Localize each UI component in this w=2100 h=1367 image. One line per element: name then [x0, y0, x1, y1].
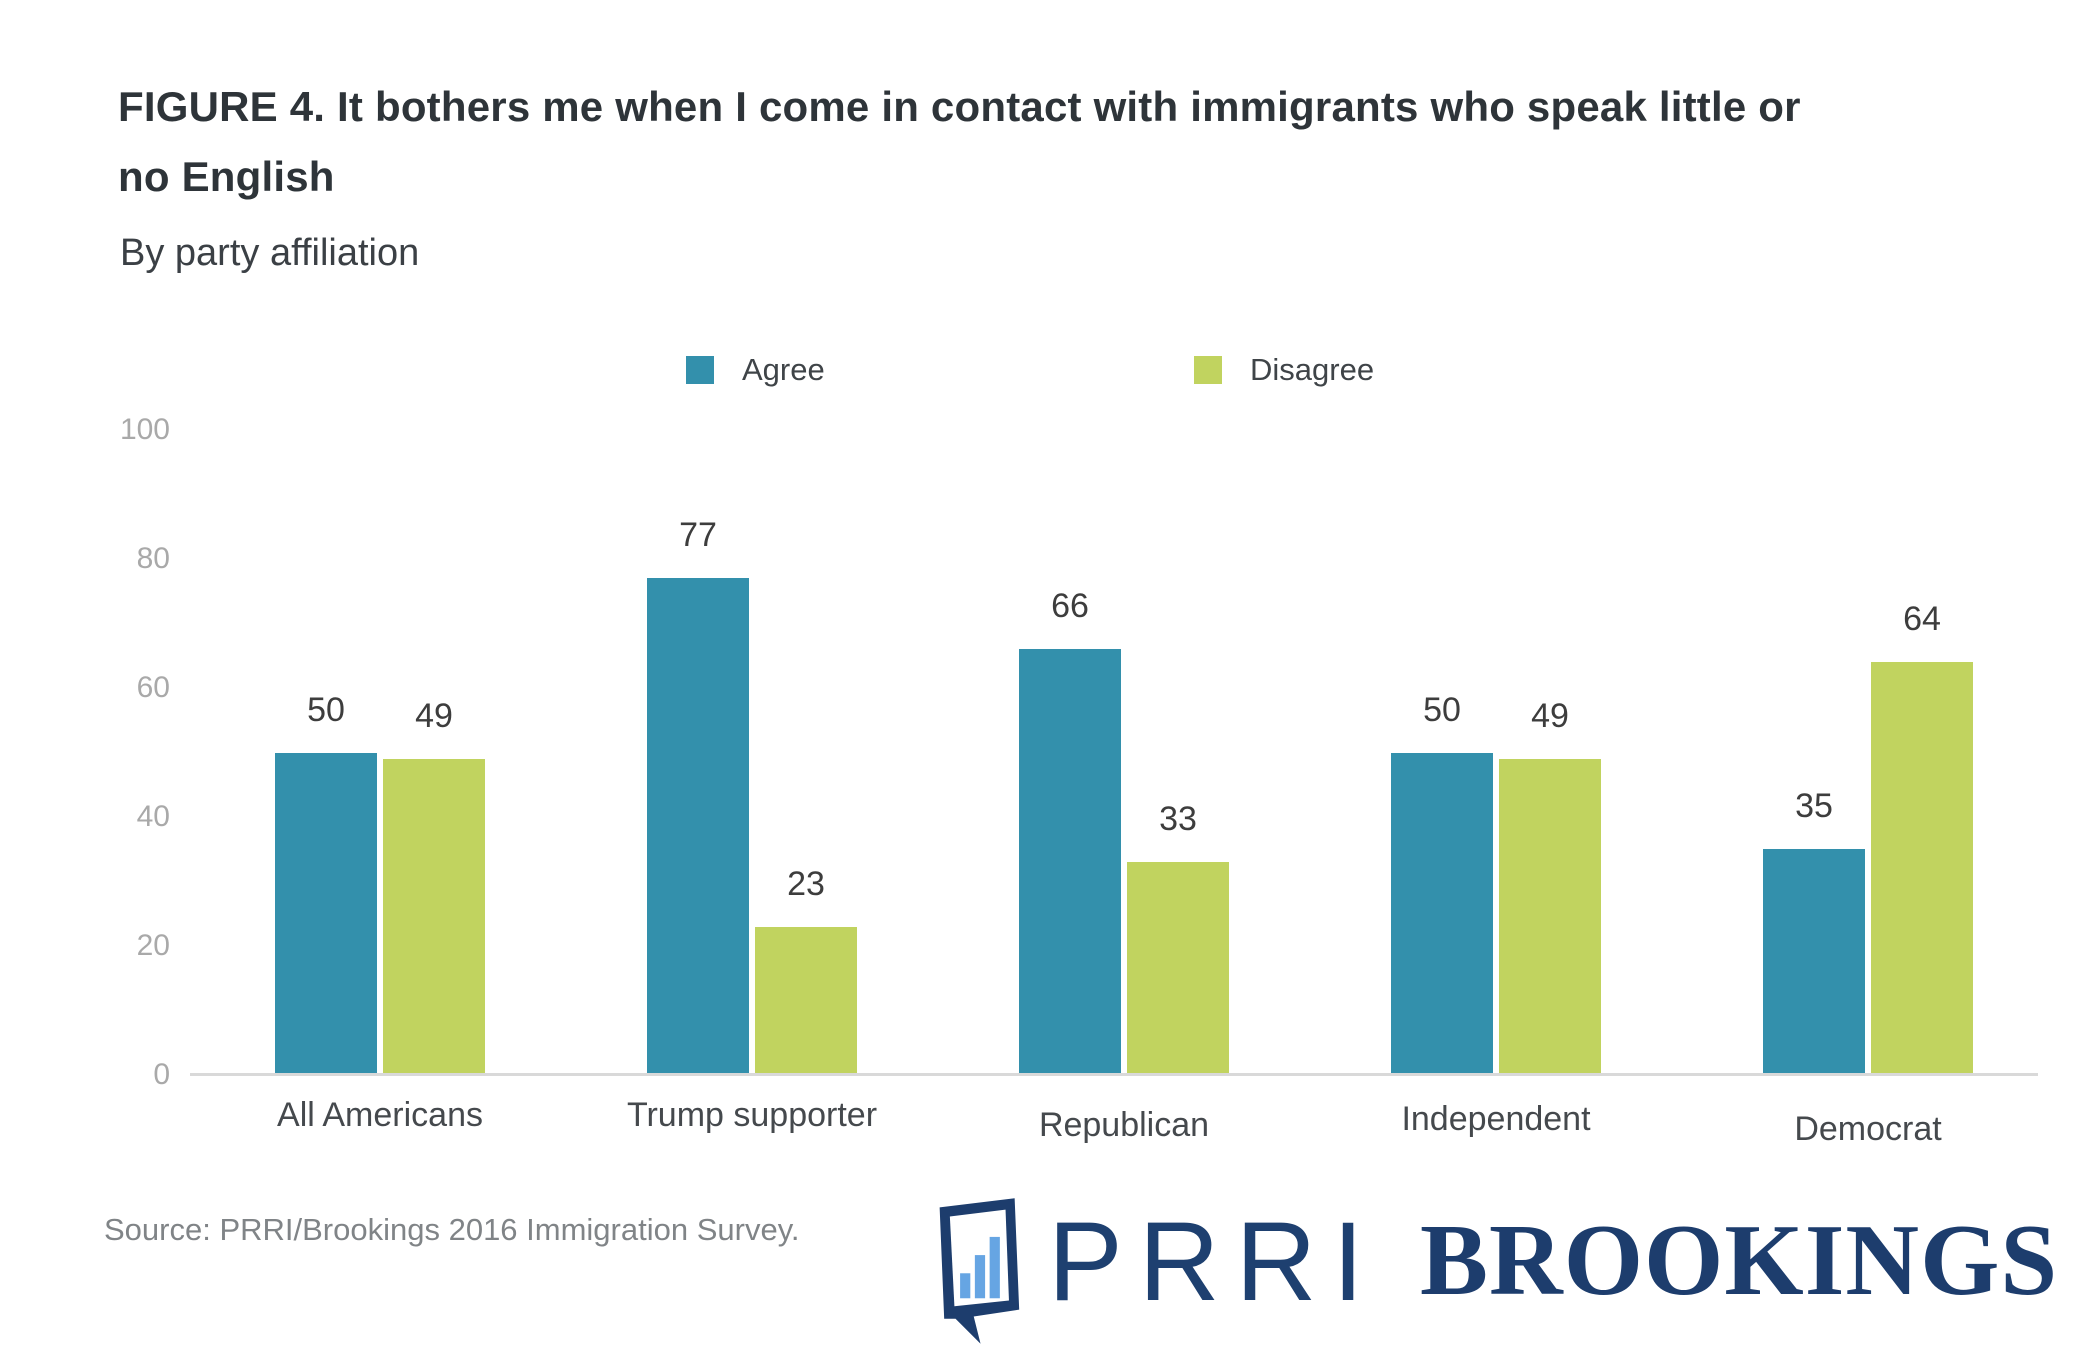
figure-subtitle: By party affiliation — [120, 232, 420, 274]
bar-disagree-democrat — [1871, 662, 1973, 1075]
agree-legend-swatch — [686, 356, 714, 384]
value-label-disagree-independent: 49 — [1531, 696, 1569, 735]
bar-disagree-republican — [1127, 862, 1229, 1075]
legend-item-agree: Agree — [686, 352, 825, 388]
x-axis-label-independent: Independent — [1401, 1100, 1591, 1138]
prri-logo-icon — [939, 1198, 1020, 1344]
bar-agree-democrat — [1763, 849, 1865, 1075]
x-axis-label-all-americans: All Americans — [277, 1096, 483, 1134]
value-label-disagree-republican: 33 — [1159, 800, 1197, 839]
value-label-agree-independent: 50 — [1423, 690, 1461, 729]
x-axis-label-republican: Republican — [1038, 1106, 1210, 1144]
y-axis-tick-0: 0 — [153, 1058, 170, 1091]
brookings-logo-text: BROOKINGS — [1420, 1204, 2059, 1317]
y-axis-tick-20: 20 — [136, 929, 170, 962]
agree-legend-label: Agree — [742, 352, 825, 387]
value-label-agree-republican: 66 — [1051, 587, 1089, 626]
value-label-agree-democrat: 35 — [1795, 787, 1833, 826]
figure-title: FIGURE 4. It bothers me when I come in c… — [118, 72, 2018, 212]
value-label-disagree-trump-supporter: 23 — [787, 864, 825, 903]
y-axis-tick-100: 100 — [119, 413, 170, 446]
value-label-agree-trump-supporter: 77 — [679, 516, 717, 555]
prri-logo-text: PRRI — [1048, 1199, 1380, 1324]
value-label-disagree-all-americans: 49 — [415, 696, 453, 735]
bar-disagree-independent — [1499, 758, 1601, 1075]
bar-disagree-trump-supporter — [755, 926, 857, 1075]
y-axis-tick-80: 80 — [136, 542, 170, 575]
legend-item-disagree: Disagree — [1194, 352, 1374, 388]
bar-disagree-all-americans — [383, 758, 485, 1075]
bar-agree-trump-supporter — [647, 578, 749, 1075]
figure-title-line2: no English — [118, 153, 335, 201]
x-axis-label-trump-supporter: Trump supporter — [626, 1096, 878, 1134]
source-note: Source: PRRI/Brookings 2016 Immigration … — [104, 1212, 800, 1247]
value-label-disagree-democrat: 64 — [1903, 600, 1941, 639]
x-axis-label-democrat: Democrat — [1794, 1110, 1942, 1148]
value-label-agree-all-americans: 50 — [307, 690, 345, 729]
disagree-legend-swatch — [1194, 356, 1222, 384]
figure-title-line1: FIGURE 4. It bothers me when I come in c… — [118, 83, 1801, 130]
y-axis-tick-60: 60 — [136, 671, 170, 704]
bar-agree-republican — [1019, 649, 1121, 1075]
y-axis-tick-40: 40 — [136, 800, 170, 833]
disagree-legend-label: Disagree — [1250, 352, 1375, 387]
x-axis-baseline — [190, 1073, 2038, 1076]
bar-agree-all-americans — [275, 752, 377, 1075]
bar-agree-independent — [1391, 752, 1493, 1075]
